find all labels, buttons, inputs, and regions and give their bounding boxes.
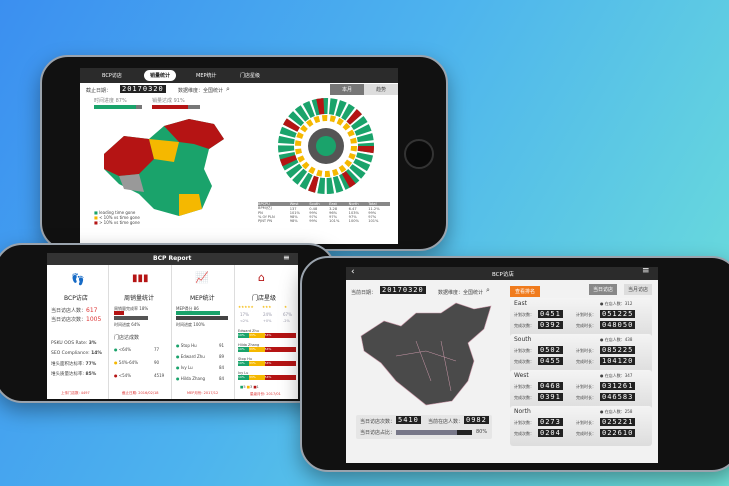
legend-leading: leading time gone	[99, 210, 136, 215]
region-count: ● 在店人数：258	[600, 409, 633, 414]
tab-mep[interactable]: MEP统计	[196, 73, 217, 79]
visit-rate-bar	[396, 430, 472, 435]
col-footer: 上传门店数: 4497	[61, 391, 90, 395]
region-name: North	[514, 408, 531, 415]
tab-bcp[interactable]: BCP访店	[102, 73, 122, 79]
rank-button[interactable]: 查看排名	[510, 286, 541, 297]
region-name: West	[514, 372, 529, 379]
region-name: South	[514, 336, 532, 343]
plan-times: 0451	[538, 310, 563, 318]
back-icon[interactable]: ‹	[351, 267, 355, 277]
menu-icon[interactable]: ≡	[642, 267, 650, 276]
tab-sales[interactable]: 销量统计	[144, 70, 177, 81]
col-mep[interactable]: 📈 MEP统计 MEP得分 86 时间进度 100% ● Stop Hu 91 ●…	[173, 265, 235, 399]
done-duration: 046583	[600, 393, 636, 401]
date-label: 截止日期：	[86, 88, 112, 94]
done-times: 0392	[538, 321, 563, 329]
col-title: BCP访店	[64, 295, 88, 302]
plan-times: 0502	[538, 346, 563, 354]
star-person-row: Ivy Lu 19% 33% 54%	[238, 371, 296, 380]
table-row: BPM(亿) 137 0.48 3.28 6.47 11.2%	[258, 206, 380, 211]
sales-progress-bar	[152, 105, 200, 109]
chart-icon: 📈	[195, 271, 209, 284]
date-value[interactable]: 20170320	[120, 85, 166, 93]
table-row: PJNT PN 98% 99% 101% 100% 101%	[258, 219, 379, 223]
done-times: 0391	[538, 393, 563, 401]
star-person-row: Hilda Zhang 19% 33% 54%	[238, 343, 296, 352]
region-name: East	[514, 300, 527, 307]
sales-screen: BCP访店 销量统计 MEP统计 门店星级 截止日期： 20170320 数据维…	[80, 68, 398, 244]
report-screen: BCP Report ≡ 👣 BCP访店 当日访店人数：617 当日访店次数：1…	[47, 253, 298, 399]
time-progress-bar	[94, 105, 142, 109]
plan-duration: 085225	[600, 346, 636, 354]
region-count: ● 在店人数：347	[600, 373, 633, 378]
tab-bar: BCP访店 销量统计 MEP统计 门店星级	[80, 68, 398, 83]
region-count: ● 在店人数：438	[600, 337, 633, 342]
plan-duration: 051225	[600, 310, 636, 318]
star-person-row: Stop Hu 19% 33% 54%	[238, 357, 296, 366]
today-tab[interactable]: 当日访店	[589, 284, 618, 295]
home-button[interactable]	[404, 139, 434, 169]
plan-duration: 025221	[600, 418, 636, 426]
visit-title: BCP访店	[492, 272, 514, 278]
dimension-label[interactable]: 数据维度：全国统计	[178, 88, 224, 94]
radial-chart[interactable]	[276, 98, 376, 194]
visit-count: 1005	[86, 316, 102, 323]
map-legend: ■ leading time gone ■ < 10% vs time gone…	[94, 210, 140, 225]
visit-screen: ‹ BCP访店 ≡ 当前日期： 20170320 数据维度：全国统计 ⌕ 当日访…	[346, 267, 658, 463]
time-progress-label: 时间进度 87%	[94, 98, 127, 104]
star-person-row: Edward Zhu 19% 33% 54%	[238, 329, 296, 338]
visit-header: ‹ BCP访店 ≡	[346, 267, 658, 280]
done-duration: 048050	[600, 321, 636, 329]
done-duration: 104120	[600, 357, 636, 365]
report-title: BCP Report	[153, 255, 192, 262]
phone-bcp-visit: ‹ BCP访店 ≡ 当前日期： 20170320 数据维度：全国统计 ⌕ 当日访…	[300, 256, 729, 472]
table-row: % Of PLN 98% 97% 97% 97% 97%	[258, 215, 377, 219]
done-times: 0204	[538, 429, 563, 437]
phone-sales: BCP访店 销量统计 MEP统计 门店星级 截止日期： 20170320 数据维…	[40, 55, 448, 251]
summary-panel: 当日访店次数： 5410 当前在店人数： 0982 当日访店占比： 80%	[356, 415, 492, 439]
search-icon[interactable]: ⌕	[486, 286, 490, 294]
plan-times: 0273	[538, 418, 563, 426]
plan-times: 0468	[538, 382, 563, 390]
visitor-count: 617	[86, 307, 98, 314]
month-button[interactable]: 本月	[330, 84, 364, 95]
date-value[interactable]: 20170320	[380, 286, 426, 294]
plan-duration: 031261	[600, 382, 636, 390]
tab-star[interactable]: 门店星级	[240, 73, 261, 79]
menu-icon[interactable]: ≡	[283, 253, 290, 262]
people-total: 0982	[464, 416, 489, 424]
legend-under10: < 10% vs time gone	[99, 215, 140, 220]
done-times: 0455	[538, 357, 563, 365]
china-map[interactable]	[356, 301, 496, 409]
bottles-icon: ▮▮▮	[132, 273, 149, 284]
china-map-heat[interactable]	[94, 114, 234, 224]
legend-over10: > 10% vs time gone	[99, 220, 140, 225]
footprint-icon: 👣	[71, 273, 85, 286]
sales-label: 销量达成 91%	[152, 98, 185, 104]
sales-table: BPCPU West South East North Total BPM(亿) 137 0.…	[258, 202, 390, 223]
done-duration: 022610	[600, 429, 636, 437]
col-star[interactable]: ⌂ 门店星级 ★★★★★ ★★★ ★ 17% 24% 67% <2% +0% -…	[236, 265, 298, 399]
col-bcp[interactable]: 👣 BCP访店 当日访店人数：617 当日访店次数：1005 PSKU OOS …	[47, 265, 109, 399]
region-count: ● 在店人数：312	[600, 301, 633, 306]
region-card-north[interactable]: North ● 在店人数：258 计划次数： 0273 完成次数： 0204 计划时…	[510, 406, 652, 446]
search-icon[interactable]: ⌕	[226, 85, 230, 93]
month-tab[interactable]: 当月访店	[624, 284, 653, 295]
region-card-west[interactable]: West ● 在店人数：347 计划次数： 0468 完成次数： 0391 计划时长…	[510, 370, 652, 410]
store-icon: ⌂	[258, 271, 265, 284]
phone-report: BCP Report ≡ 👣 BCP访店 当日访店人数：617 当日访店次数：1…	[0, 243, 336, 403]
report-header: BCP Report ≡	[47, 253, 298, 265]
col-weekly[interactable]: ▮▮▮ 周销量统计 周销量完成率 18% 时间进度 64% 门店达成数 ● <6…	[110, 265, 172, 399]
region-card-east[interactable]: East ● 在店人数：312 计划次数： 0451 完成次数： 0392 计划时长…	[510, 298, 652, 338]
dimension-label[interactable]: 数据维度：全国统计	[438, 290, 484, 296]
region-card-south[interactable]: South ● 在店人数：438 计划次数： 0502 完成次数： 0455 计划时…	[510, 334, 652, 374]
visit-total: 5410	[396, 416, 421, 424]
table-row: PN 101% 99% 96% 103% 99%	[258, 211, 377, 215]
trend-button[interactable]: 趋势	[364, 84, 398, 95]
